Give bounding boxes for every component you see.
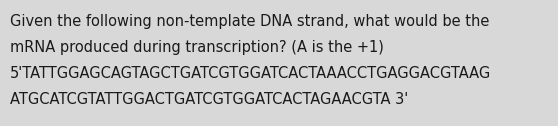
Text: ATGCATCGTATTGGACTGATCGTGGATCACTAGAACGTA 3': ATGCATCGTATTGGACTGATCGTGGATCACTAGAACGTA … <box>10 92 408 107</box>
Text: mRNA produced during transcription? (A is the +1): mRNA produced during transcription? (A i… <box>10 40 384 55</box>
Text: Given the following non-template DNA strand, what would be the: Given the following non-template DNA str… <box>10 14 489 29</box>
Text: 5'TATTGGAGCAGTAGCTGATCGTGGATCACTAAACCTGAGGACGTAAG: 5'TATTGGAGCAGTAGCTGATCGTGGATCACTAAACCTGA… <box>10 66 491 81</box>
